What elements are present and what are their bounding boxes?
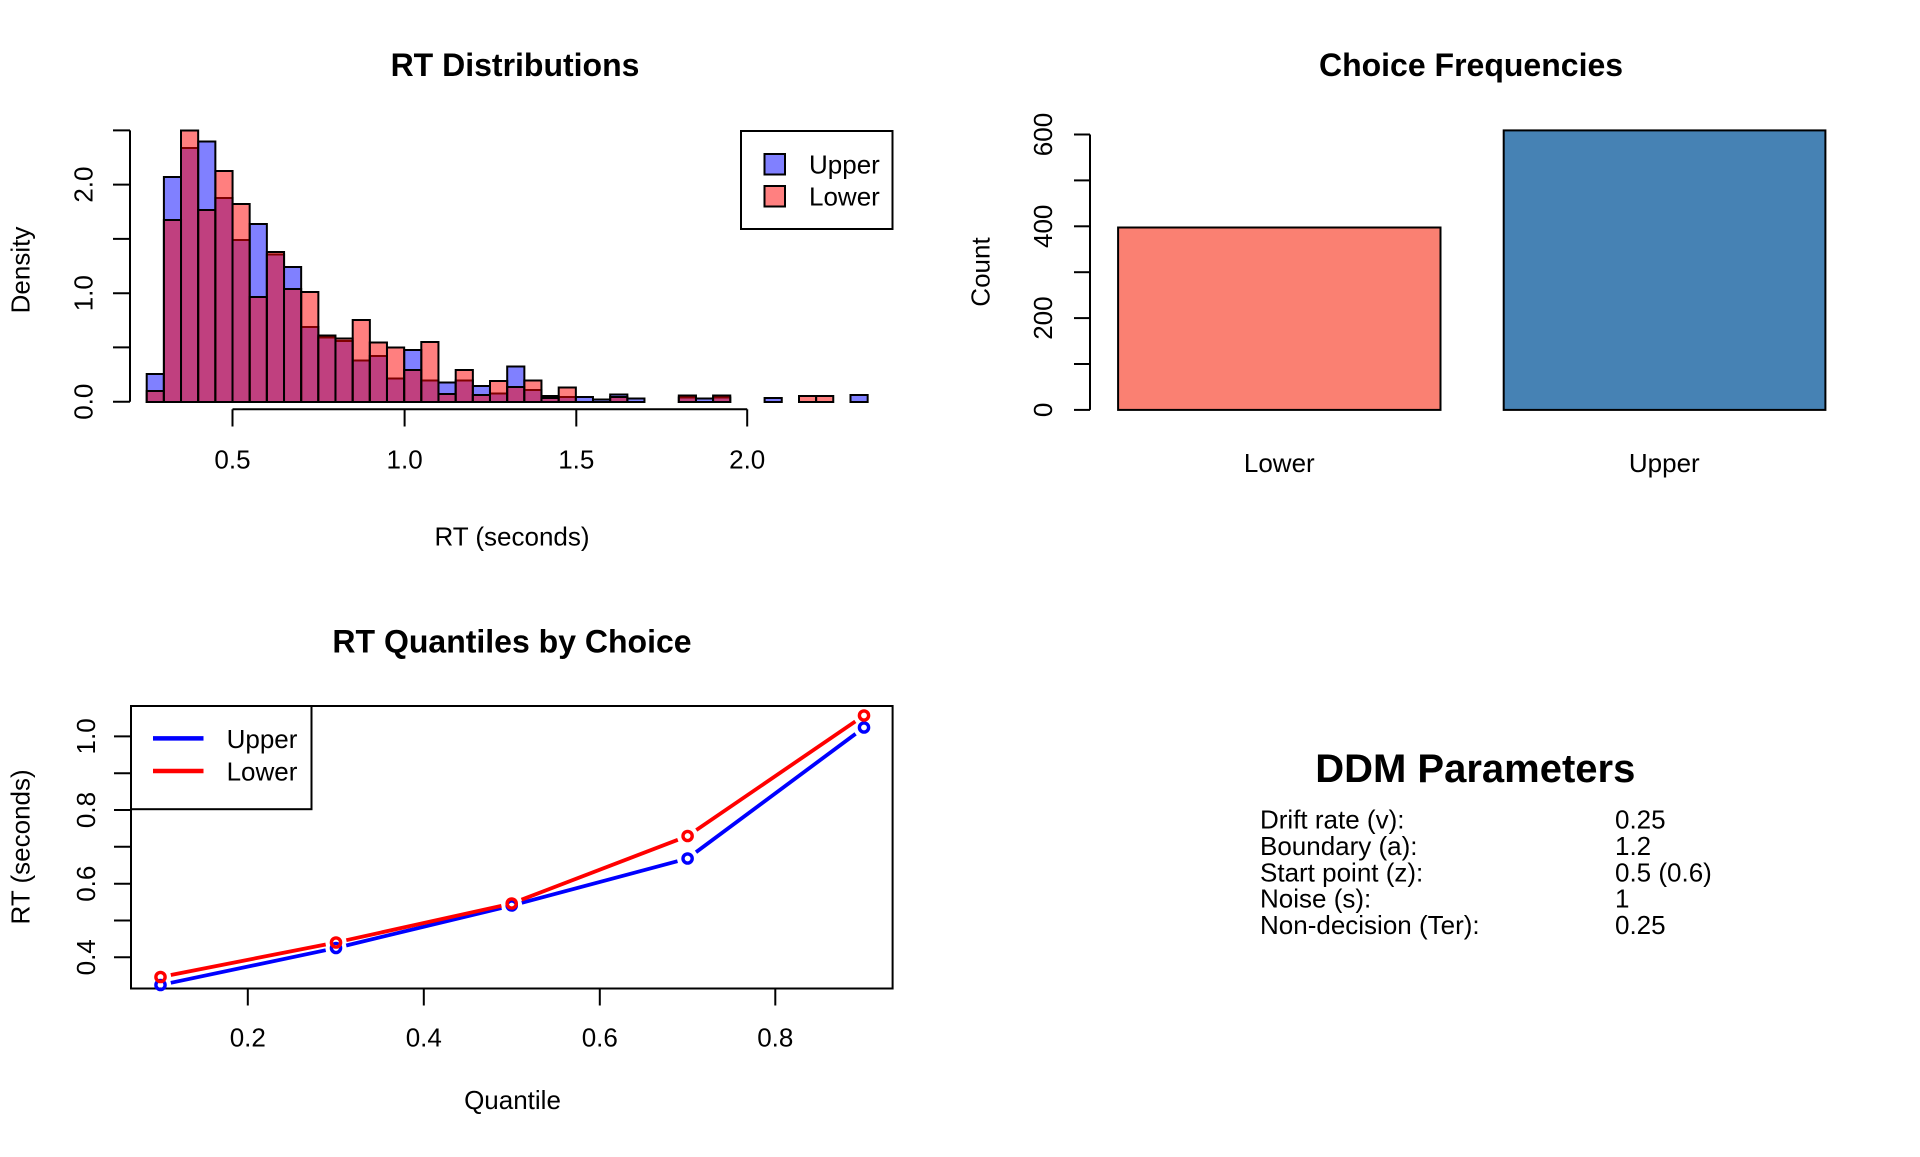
svg-text:Quantile: Quantile <box>464 1085 561 1115</box>
svg-text:Lower: Lower <box>1244 448 1315 478</box>
svg-text:2.0: 2.0 <box>69 167 99 203</box>
svg-text:0.2: 0.2 <box>230 1022 266 1052</box>
svg-text:0.25: 0.25 <box>1615 805 1666 835</box>
svg-text:2.0: 2.0 <box>729 445 765 475</box>
svg-text:Upper: Upper <box>227 724 298 754</box>
svg-text:Drift rate (v):: Drift rate (v): <box>1260 805 1404 835</box>
svg-text:RT Distributions: RT Distributions <box>391 47 640 83</box>
svg-text:Start point (z):: Start point (z): <box>1260 857 1423 887</box>
svg-text:0.6: 0.6 <box>582 1022 618 1052</box>
svg-text:Lower: Lower <box>809 182 880 212</box>
svg-text:0.4: 0.4 <box>406 1022 442 1052</box>
svg-text:1.5: 1.5 <box>558 445 594 475</box>
svg-text:Upper: Upper <box>809 150 880 180</box>
svg-text:1: 1 <box>1615 883 1629 913</box>
svg-text:Noise (s):: Noise (s): <box>1260 883 1371 913</box>
svg-text:1.0: 1.0 <box>69 275 99 311</box>
svg-text:0.8: 0.8 <box>757 1022 793 1052</box>
svg-text:DDM Parameters: DDM Parameters <box>1315 747 1635 791</box>
svg-text:0.6: 0.6 <box>71 866 101 902</box>
svg-text:RT (seconds): RT (seconds) <box>434 522 589 552</box>
svg-text:200: 200 <box>1028 296 1058 339</box>
svg-text:0.5: 0.5 <box>214 445 250 475</box>
svg-text:0: 0 <box>1028 403 1058 417</box>
svg-text:0.8: 0.8 <box>71 792 101 828</box>
svg-text:0.25: 0.25 <box>1615 910 1666 940</box>
svg-text:Lower: Lower <box>227 756 298 786</box>
svg-text:600: 600 <box>1028 113 1058 156</box>
svg-text:0.4: 0.4 <box>71 939 101 975</box>
svg-text:0.5 (0.6): 0.5 (0.6) <box>1615 857 1712 887</box>
svg-text:400: 400 <box>1028 205 1058 248</box>
svg-text:1.0: 1.0 <box>387 445 423 475</box>
svg-text:Boundary (a):: Boundary (a): <box>1260 831 1418 861</box>
svg-text:0.0: 0.0 <box>69 384 99 420</box>
svg-text:1.2: 1.2 <box>1615 831 1651 861</box>
svg-text:1.0: 1.0 <box>71 718 101 754</box>
svg-text:Density: Density <box>5 227 35 314</box>
svg-text:RT Quantiles by Choice: RT Quantiles by Choice <box>332 624 691 660</box>
svg-text:Upper: Upper <box>1629 448 1700 478</box>
svg-text:Count: Count <box>965 237 995 307</box>
svg-text:Choice Frequencies: Choice Frequencies <box>1319 47 1623 83</box>
svg-text:RT (seconds): RT (seconds) <box>5 769 35 924</box>
svg-text:Non-decision (Ter):: Non-decision (Ter): <box>1260 910 1480 940</box>
